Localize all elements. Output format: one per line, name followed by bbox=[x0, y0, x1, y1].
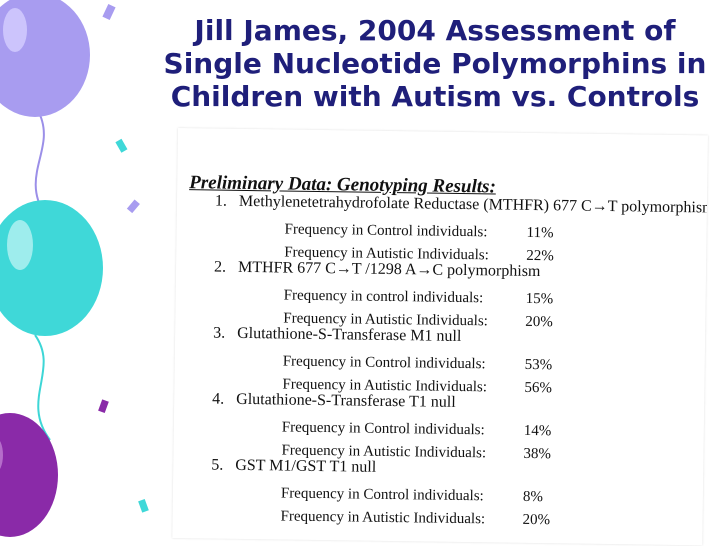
row-label: Frequency in Control individuals: bbox=[280, 485, 484, 505]
item-name: GST M1/GST T1 null bbox=[235, 456, 377, 476]
row-value: 20% bbox=[525, 313, 553, 331]
row-value: 14% bbox=[523, 422, 552, 440]
item-name: Methylenetetrahydrofolate Reductase (MTH… bbox=[238, 192, 708, 217]
row-label: Frequency in Autistic Individuals: bbox=[280, 508, 486, 528]
row-value: 53% bbox=[524, 356, 553, 374]
row-value: 15% bbox=[525, 290, 554, 308]
slide-title: Jill James, 2004 Assessment of Single Nuc… bbox=[150, 14, 720, 113]
row-label: Frequency in Control individuals: bbox=[281, 419, 485, 439]
row-value: 11% bbox=[526, 224, 554, 242]
row-label: Frequency in Control individuals: bbox=[282, 353, 486, 373]
scanned-document: Preliminary Data: Genotyping Results: 1. M… bbox=[172, 128, 708, 546]
row-value: 8% bbox=[522, 488, 543, 506]
item-number: 1. bbox=[214, 192, 228, 210]
row-label: Frequency in control individuals: bbox=[283, 287, 484, 307]
item-name: Glutathione-S-Transferase M1 null bbox=[237, 324, 462, 345]
row-value: 56% bbox=[524, 379, 553, 397]
item-name: Glutathione-S-Transferase T1 null bbox=[236, 390, 456, 411]
row-label: Frequency in Control individuals: bbox=[284, 221, 488, 241]
item-name: MTHFR 677 C→T /1298 A→C polymorphism bbox=[237, 258, 541, 281]
title-line: Children with Autism vs. Controls bbox=[170, 80, 700, 113]
title-line: Jill James, 2004 Assessment of bbox=[194, 14, 676, 47]
item-number: 2. bbox=[213, 258, 227, 276]
item-number: 5. bbox=[211, 456, 224, 474]
row-value: 38% bbox=[523, 445, 552, 463]
title-line: Single Nucleotide Polymorphins in bbox=[163, 47, 707, 80]
item-number: 4. bbox=[212, 390, 225, 408]
item-number: 3. bbox=[213, 324, 226, 342]
row-value: 20% bbox=[522, 511, 551, 529]
